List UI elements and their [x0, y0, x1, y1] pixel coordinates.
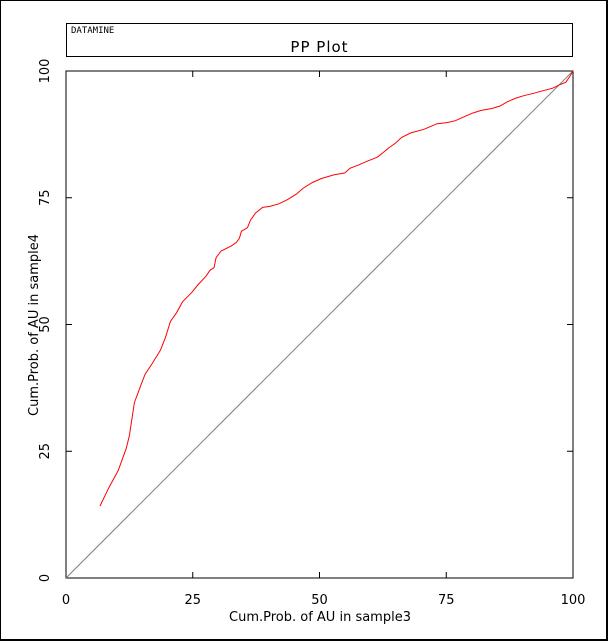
chart-title: PP Plot	[290, 38, 349, 56]
y-tick-label: 75	[38, 189, 53, 206]
x-tick-label: 25	[184, 593, 201, 608]
x-tick-label: 0	[62, 593, 70, 608]
x-tick-label: 100	[561, 593, 586, 608]
x-tick-label: 50	[311, 593, 328, 608]
pp-curve-line	[99, 70, 574, 507]
brand-label: DATAMINE	[71, 26, 115, 36]
x-tick-label: 75	[438, 593, 455, 608]
y-tick-label: 25	[38, 443, 53, 460]
axis-tick-labels: 0 25 50 75 100 0 25 50 75 100	[38, 59, 585, 608]
y-axis-label: Cum.Prob. of AU in sample4	[27, 234, 42, 416]
x-axis-label: Cum.Prob. of AU in sample3	[229, 610, 411, 625]
reference-diagonal-line	[65, 70, 574, 579]
series-group	[65, 70, 574, 579]
y-tick-label: 100	[38, 59, 53, 84]
y-tick-label: 50	[38, 316, 53, 333]
chart-header: DATAMINE PP Plot	[66, 23, 573, 57]
y-tick-label: 0	[38, 574, 53, 582]
axis-ticks	[65, 70, 574, 579]
